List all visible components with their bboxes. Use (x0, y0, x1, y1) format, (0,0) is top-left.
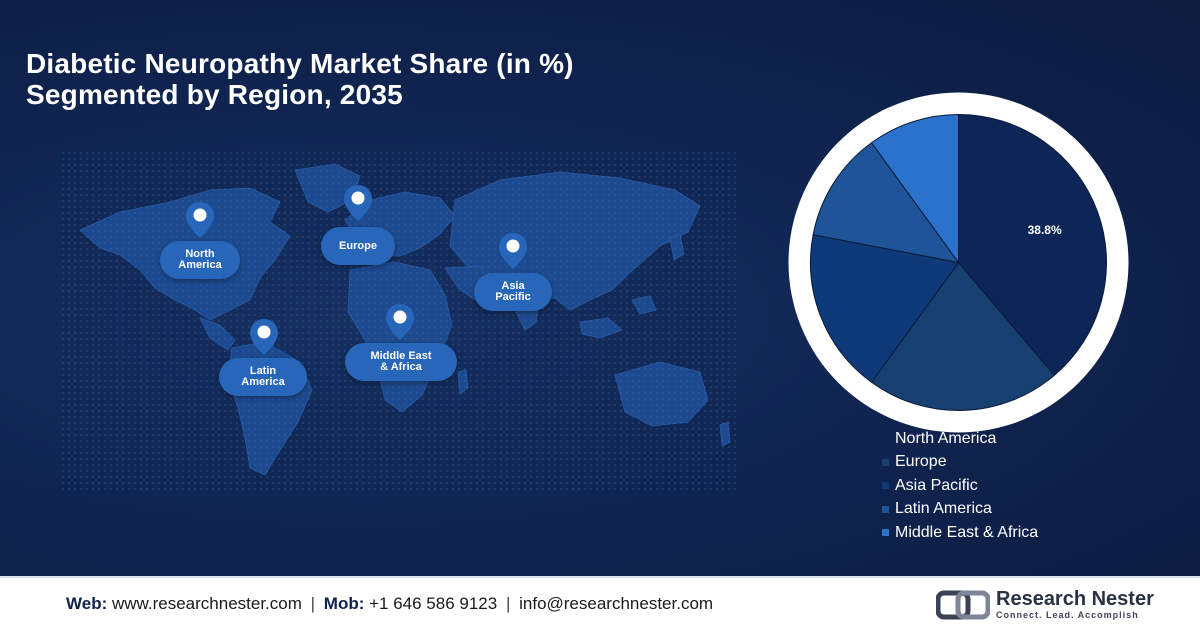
region-label-line-2: America (241, 376, 285, 388)
pie-slice-middle-east-africa (870, 113, 959, 265)
legend-item-north-america: North America (882, 427, 1038, 451)
north-america-pin-icon (186, 202, 214, 238)
region-label-line-1: Europe (339, 239, 377, 252)
middle-east-africa-pin-icon (386, 304, 414, 340)
legend-label: North America (895, 429, 997, 447)
chart-legend: North America Europe Asia Pacific Latin … (882, 427, 1038, 545)
research-nester-logo-icon (936, 590, 990, 620)
pie-slice-north-america (958, 113, 1107, 377)
email-link[interactable]: info@researchnester.com (519, 594, 714, 613)
legend-swatch (882, 482, 889, 490)
pie-slice-latin-america (812, 142, 960, 264)
legend-item-asia-pacific: Asia Pacific (882, 474, 1038, 498)
legend-label: Latin America (895, 500, 992, 518)
legend-item-latin-america: Latin America (882, 498, 1038, 522)
region-label-line-2: & Africa (380, 361, 422, 373)
legend-item-europe: Europe (882, 451, 1038, 475)
region-label-line-1: North (185, 248, 215, 260)
pie-chart-svg: 38.8% (788, 92, 1129, 433)
brand-tagline: Connect. Lead. Accomplish (996, 610, 1139, 620)
web-link[interactable]: www.researchnester.com (111, 594, 302, 613)
footer: Web: www.researchnester.com | Mob: +1 64… (0, 576, 1200, 628)
chart-title: Diabetic Neuropathy Market Share (in %) … (26, 48, 574, 110)
legend-label: Europe (895, 453, 947, 471)
europe-pin-icon (344, 185, 372, 221)
mob-label: Mob: (323, 594, 365, 613)
region-label-line-2: Pacific (495, 291, 531, 303)
region-label-europe: Europe (321, 227, 395, 265)
pie-chart: 38.8% (786, 90, 1131, 435)
legend-label: Asia Pacific (895, 476, 978, 494)
pie-slice-asia-pacific (810, 234, 960, 383)
region-label-line-1: Latin (249, 365, 277, 377)
legend-swatch (882, 458, 889, 466)
separator: | (505, 594, 511, 613)
region-label-line-2: America (178, 259, 222, 271)
region-label-asia-pacific: Asia Pacific (474, 273, 552, 311)
title-line-1: Diabetic Neuropathy Market Share (in %) (26, 48, 574, 79)
separator: | (310, 594, 316, 613)
contact-info: Web: www.researchnester.com | Mob: +1 64… (66, 594, 713, 614)
pie-slice-europe (870, 261, 1055, 411)
region-label-line-1: Middle East (370, 350, 432, 362)
legend-item-middle-east-africa: Middle East & Africa (882, 521, 1038, 545)
region-label-line-1: Asia (501, 280, 525, 292)
legend-swatch (882, 505, 889, 513)
brand-name: Research Nester (996, 588, 1154, 610)
region-label-middle-east-africa: Middle East & Africa (345, 343, 457, 381)
phone-number[interactable]: +1 646 586 9123 (369, 594, 498, 613)
web-label: Web: (66, 594, 108, 613)
legend-swatch (882, 435, 889, 443)
latin-america-pin-icon (250, 319, 278, 355)
region-label-north-america: North America (160, 241, 240, 279)
legend-label: Middle East & Africa (895, 523, 1039, 541)
legend-swatch (882, 529, 889, 537)
brand-logo: Research Nester Connect. Lead. Accomplis… (936, 587, 1156, 623)
asia-pacific-pin-icon (499, 233, 527, 269)
infographic-panel: Diabetic Neuropathy Market Share (in %) … (0, 0, 1200, 576)
region-label-latin-america: Latin America (219, 358, 307, 396)
pie-data-label: 38.8% (1028, 223, 1062, 237)
title-line-2: Segmented by Region, 2035 (26, 79, 403, 110)
